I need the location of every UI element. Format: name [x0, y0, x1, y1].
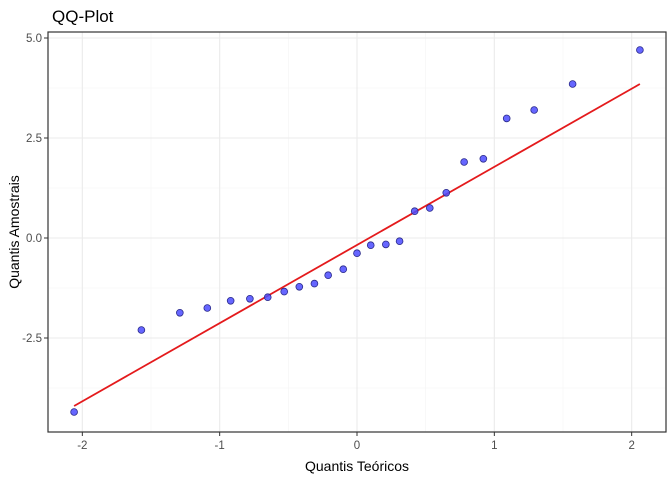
data-point [280, 287, 289, 296]
data-point [263, 293, 272, 302]
reference-line-layer [73, 83, 641, 407]
data-point [176, 308, 184, 317]
x-tick-label: -2 [77, 440, 87, 452]
chart-title: QQ-Plot [52, 7, 114, 26]
data-point [324, 271, 332, 280]
data-point [339, 265, 348, 274]
data-point [203, 304, 212, 312]
data-point [382, 240, 390, 249]
data-point [295, 282, 304, 291]
data-point [137, 326, 146, 334]
reference-line [73, 83, 641, 407]
x-tick-label: -1 [215, 440, 225, 452]
data-point [70, 408, 78, 416]
data-point [425, 204, 434, 212]
data-point [310, 279, 319, 288]
data-point [442, 189, 451, 197]
y-axis-ticks: -2.5 0.0 2.5 5.0 [22, 33, 48, 345]
x-axis-ticks: -2 -1 0 1 2 [77, 432, 635, 452]
data-point [226, 296, 235, 305]
x-tick-label: 1 [491, 440, 497, 452]
y-tick-label: 2.5 [26, 133, 42, 145]
data-point [479, 155, 488, 163]
sample-points-layer [70, 46, 644, 416]
y-axis-title: Quantis Amostrais [6, 175, 22, 289]
data-point [636, 46, 644, 54]
y-tick-label: 0.0 [26, 233, 42, 245]
data-point [246, 294, 254, 303]
x-tick-label: 2 [628, 440, 634, 452]
data-point [530, 106, 538, 114]
data-point [366, 241, 375, 250]
data-point [460, 158, 468, 166]
grid [48, 32, 666, 432]
y-tick-label: -2.5 [22, 333, 42, 345]
data-point [410, 207, 419, 216]
x-tick-label: 0 [354, 440, 360, 452]
data-point [395, 237, 404, 246]
x-axis-title: Quantis Teóricos [305, 458, 409, 474]
data-point [353, 249, 361, 258]
data-point [568, 80, 577, 88]
y-tick-label: 5.0 [26, 33, 42, 45]
data-point [502, 114, 511, 123]
